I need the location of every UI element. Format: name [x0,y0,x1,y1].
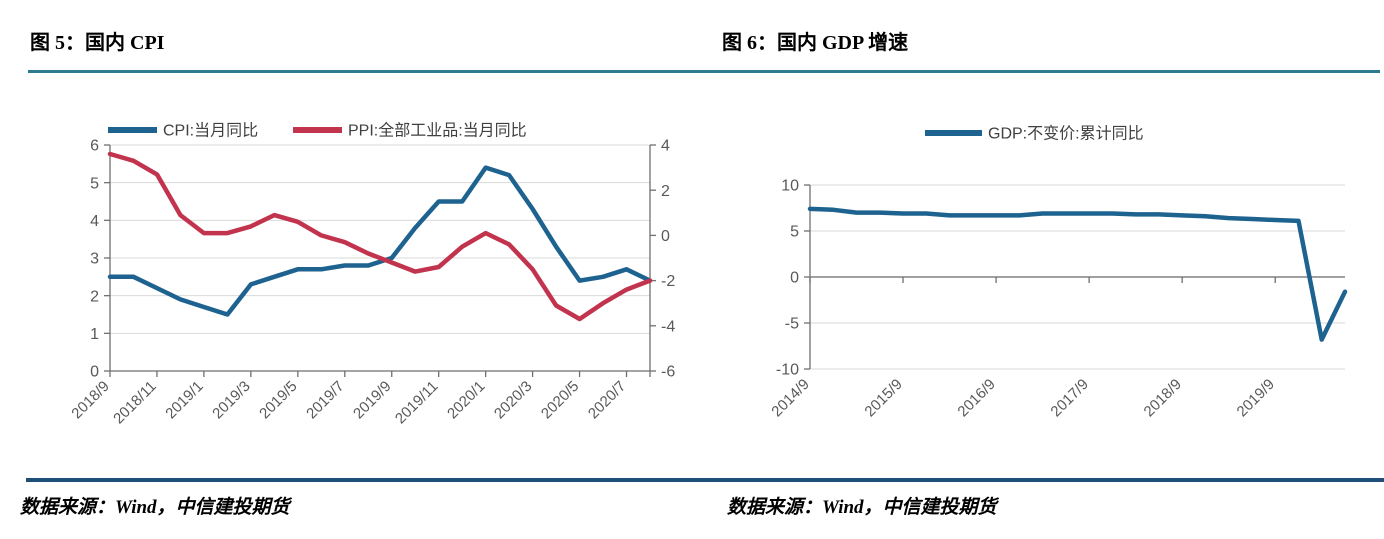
svg-text:2020/5: 2020/5 [538,378,582,422]
svg-text:-5: -5 [785,316,799,333]
svg-text:2018/9: 2018/9 [1141,376,1185,420]
chart-title-gdp: 图 6：国内 GDP 增速 [722,32,909,54]
title-underline [692,70,1380,73]
axes [104,144,656,377]
svg-text:2019/7: 2019/7 [303,378,347,422]
svg-text:2016/9: 2016/9 [954,376,998,420]
svg-text:2020/7: 2020/7 [585,378,629,422]
series-line-PPI:全部工业品:当月同比 [107,151,653,322]
y-axis-tick-labels: 0 1 2 3 4 5 6 -6 -4 -2 0 2 4 [90,138,675,381]
svg-text:0: 0 [790,270,799,287]
y-axis-tick-labels: -10 -5 0 5 10 [776,178,799,379]
data-source-note: 数据来源：Wind，中信建投期货 [20,497,290,518]
svg-text:0: 0 [661,228,670,245]
svg-text:2019/5: 2019/5 [256,378,300,422]
panel-cpi: 图 5：国内 CPI 0 1 2 3 4 5 6 -6 -4 -2 0 2 4 2018/9 2018/11… [20,32,692,518]
svg-text:3: 3 [90,251,99,268]
panel-gdp: 图 6：国内 GDP 增速 -10 -5 0 5 10 2014/9 2015/9 2016/… [692,0,1384,539]
gridlines [810,184,1345,370]
series-line-GDP:不变价:累计同比 [807,206,1348,342]
svg-text:-2: -2 [661,273,675,290]
svg-text:4: 4 [90,213,99,230]
svg-text:2014/9: 2014/9 [768,376,812,420]
legend-label: CPI:当月同比 [163,122,258,140]
svg-text:2: 2 [661,183,670,200]
svg-text:2020/3: 2020/3 [491,378,535,422]
title-underline [28,70,692,73]
svg-text:-4: -4 [661,318,675,335]
svg-text:1: 1 [90,326,99,343]
series-line-CPI:当月同比 [107,165,653,317]
svg-text:2019/1: 2019/1 [162,378,206,422]
footer-rule [692,478,1384,482]
svg-text:4: 4 [661,138,670,155]
svg-text:2017/9: 2017/9 [1047,376,1091,420]
svg-text:-10: -10 [776,362,799,379]
svg-text:2019/11: 2019/11 [392,378,442,428]
svg-text:5: 5 [790,224,799,241]
svg-text:0: 0 [90,364,99,381]
chart-title-cpi: 图 5：国内 CPI [30,32,165,54]
svg-text:2015/9: 2015/9 [861,376,905,420]
svg-text:2019/9: 2019/9 [1234,376,1278,420]
legend-label: GDP:不变价:累计同比 [988,125,1144,143]
svg-text:2: 2 [90,288,99,305]
x-axis-tick-labels: 2014/9 2015/9 2016/9 2017/9 2018/9 2019/9 [768,376,1278,420]
svg-text:-6: -6 [661,364,675,381]
data-source-note: 数据来源：Wind，中信建投期货 [727,497,997,518]
legend: CPI:当月同比 PPI:全部工业品:当月同比 [108,122,527,140]
svg-text:2019/3: 2019/3 [209,378,253,422]
svg-text:5: 5 [90,175,99,192]
svg-text:2018/11: 2018/11 [110,378,160,428]
svg-text:6: 6 [90,138,99,155]
svg-text:2018/9: 2018/9 [68,378,112,422]
legend: GDP:不变价:累计同比 [925,125,1144,143]
footer-rule [26,478,692,482]
svg-text:2020/1: 2020/1 [444,378,488,422]
legend-label: PPI:全部工业品:当月同比 [348,122,527,140]
svg-text:10: 10 [781,178,799,195]
axes [804,184,1345,370]
svg-text:2019/9: 2019/9 [350,378,394,422]
